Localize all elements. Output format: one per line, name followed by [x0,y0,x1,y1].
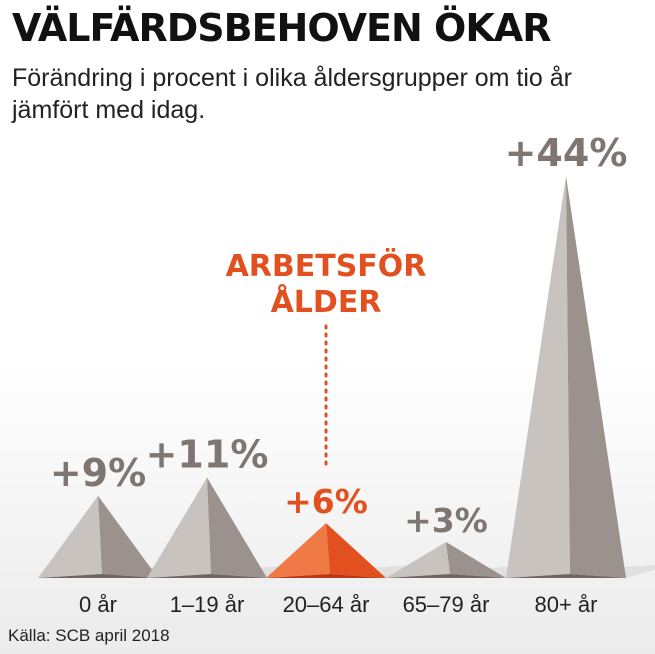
category-label: 20–64 år [283,592,370,617]
peak-bar [38,495,158,578]
peak-face-left [266,523,330,578]
peak-face-right [446,542,506,578]
category-label: 1–19 år [170,592,245,617]
peak-face-left [386,542,450,578]
peak-bar [266,523,386,578]
peak-bar [147,477,267,578]
peak-face-left [147,477,211,578]
annotation-label: ARBETSFÖR [226,247,427,284]
peak-face-right [98,495,158,578]
category-label: 65–79 år [403,592,490,617]
peak-face-left [38,495,102,578]
peak-face-base [266,574,386,578]
value-label: +44% [505,131,628,175]
peak-face-base [147,574,267,578]
category-label: 0 år [79,592,117,617]
annotation-label: ÅLDER [271,283,382,320]
peak-face-base [38,574,158,578]
peak-face-base [506,574,626,578]
peak-face-right [566,176,626,578]
value-label: +6% [284,482,368,521]
value-label: +3% [404,501,488,540]
chart-title: VÄLFÄRDSBEHOVEN ÖKAR [12,6,551,50]
peak-bar [386,542,506,578]
peak-face-base [386,574,506,578]
peak-bar [506,176,626,578]
peak-face-right [207,477,267,578]
peak-face-left [506,176,570,578]
value-label: +11% [146,433,269,477]
value-label: +9% [50,451,146,495]
source-note: Källa: SCB april 2018 [8,626,170,645]
category-label: 80+ år [535,592,598,617]
chart-subtitle: Förändring i procent i olika åldersgrupp… [12,64,572,124]
peak-face-right [326,523,386,578]
